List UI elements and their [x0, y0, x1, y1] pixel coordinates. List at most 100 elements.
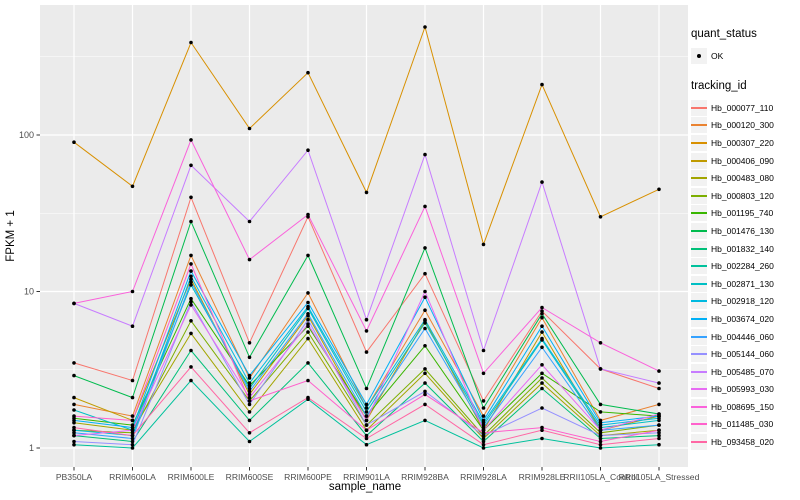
legend-line-swatch: [691, 388, 707, 391]
data-point: [657, 423, 661, 427]
data-point: [130, 446, 135, 450]
data-point: [540, 345, 544, 350]
data-point: [189, 253, 193, 258]
data-point: [481, 442, 486, 447]
data-point: [189, 138, 193, 142]
data-point: [481, 428, 486, 433]
x-tick-label: RRIM928LE: [519, 472, 566, 482]
data-point: [247, 431, 252, 435]
legend-entry-Hb_093458_020: Hb_093458_020: [691, 433, 799, 451]
legend-entry-Hb_002871_130: Hb_002871_130: [691, 275, 799, 293]
data-point: [72, 418, 76, 423]
legend-line-swatch: [691, 194, 707, 197]
legend-key-box: [691, 152, 707, 169]
legend-key-box: [691, 99, 707, 116]
legend-entry-label: Hb_008695_150: [711, 401, 774, 412]
data-point: [481, 371, 486, 376]
data-point: [130, 184, 135, 189]
data-point: [423, 308, 427, 313]
data-point: [72, 373, 76, 378]
data-point: [72, 431, 76, 435]
legend-key-box: [691, 398, 707, 415]
data-point: [598, 446, 603, 450]
legend-key-box: [691, 363, 707, 380]
data-point: [481, 431, 486, 435]
data-point: [364, 386, 369, 391]
legend-key-box: [691, 205, 707, 222]
data-point: [657, 386, 661, 391]
data-point: [598, 367, 603, 371]
data-point: [130, 431, 135, 435]
data-point: [540, 305, 544, 310]
x-tick-label: RRIM928BA: [401, 472, 449, 482]
legend-line-swatch: [691, 282, 707, 285]
legend-line-swatch: [691, 124, 707, 127]
legend-line-swatch: [691, 335, 707, 338]
data-point: [364, 406, 369, 410]
legend-entry-Hb_005144_060: Hb_005144_060: [691, 345, 799, 363]
legend-entry-Hb_001832_140: Hb_001832_140: [691, 240, 799, 258]
data-point: [423, 271, 427, 276]
data-point: [423, 204, 427, 209]
data-point: [72, 402, 76, 407]
data-point: [189, 365, 193, 369]
data-point: [481, 399, 486, 403]
data-point: [189, 303, 193, 307]
legend-key-box: [691, 346, 707, 363]
legend-entry-label: Hb_001476_130: [711, 225, 774, 236]
data-point: [72, 408, 76, 412]
legend: quant_status OK tracking_id Hb_000077_11…: [691, 28, 799, 451]
legend-entry-label: Hb_093458_020: [711, 437, 774, 448]
legend-entry-Hb_000483_080: Hb_000483_080: [691, 169, 799, 187]
data-point: [540, 363, 544, 367]
data-point: [540, 406, 544, 410]
data-point: [306, 378, 310, 383]
data-point: [657, 369, 661, 373]
data-point: [247, 439, 252, 444]
legend-entry-Hb_002284_260: Hb_002284_260: [691, 257, 799, 275]
data-point: [247, 219, 252, 224]
data-point: [481, 242, 486, 247]
data-point: [247, 383, 252, 388]
data-point: [130, 433, 135, 438]
data-point: [598, 442, 603, 447]
data-point: [189, 280, 193, 284]
data-point: [306, 253, 310, 258]
data-point: [189, 40, 193, 45]
data-point: [189, 348, 193, 353]
x-tick-label: RRII105LA_Stressed: [619, 472, 700, 482]
data-point: [364, 402, 369, 407]
data-point: [306, 395, 310, 400]
data-point: [364, 433, 369, 438]
data-point: [540, 425, 544, 430]
data-point: [423, 246, 427, 250]
data-point: [247, 402, 252, 407]
data-point: [130, 436, 135, 441]
legend-entry-label: Hb_004446_060: [711, 331, 774, 342]
legend-entry-Hb_001476_130: Hb_001476_130: [691, 222, 799, 240]
data-point: [364, 423, 369, 427]
data-point: [481, 418, 486, 423]
data-point: [481, 446, 486, 450]
data-point: [247, 399, 252, 403]
legend-key-box: [691, 275, 707, 292]
legend-line-swatch: [691, 229, 707, 232]
data-point: [657, 431, 661, 435]
data-point: [481, 436, 486, 441]
data-point: [540, 82, 544, 87]
data-point: [540, 428, 544, 433]
legend-key-box: [691, 258, 707, 275]
legend-entry-label: Hb_003674_020: [711, 313, 774, 324]
data-point: [130, 414, 135, 418]
legend-key-box: [691, 240, 707, 257]
x-tick-label: RRIM600SE: [226, 472, 274, 482]
data-point: [189, 331, 193, 336]
data-point: [130, 324, 135, 329]
legend-line-swatch: [691, 177, 707, 180]
y-tick-label: 1: [29, 443, 34, 453]
legend-key-box: [691, 117, 707, 134]
data-point: [657, 402, 661, 407]
data-point: [247, 381, 252, 385]
